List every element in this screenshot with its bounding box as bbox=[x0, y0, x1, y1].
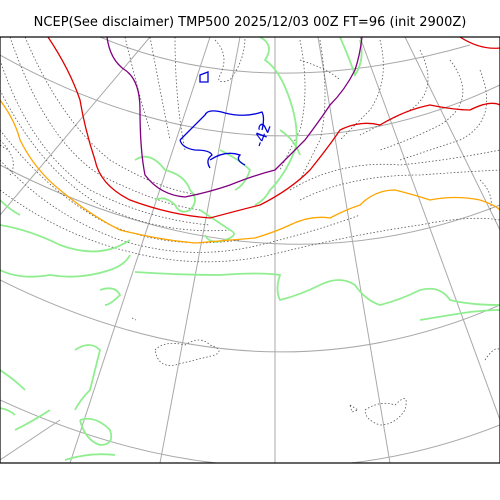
latitude-arc-1 bbox=[99, 37, 471, 74]
longitude-line-2 bbox=[69, 37, 211, 463]
map-area: -42 bbox=[0, 36, 500, 464]
coastline-east bbox=[419, 309, 500, 321]
contour-orange bbox=[0, 99, 500, 244]
longitude-line-5 bbox=[317, 37, 391, 463]
coastline-south-6 bbox=[0, 407, 16, 416]
coastline-south-1 bbox=[74, 344, 101, 411]
map-border bbox=[0, 36, 500, 464]
coastline-west-1 bbox=[0, 199, 21, 216]
latitude-arc-2 bbox=[0, 54, 500, 137]
coastline-central bbox=[134, 271, 500, 306]
coastline-south-2 bbox=[0, 369, 26, 391]
contour-red bbox=[47, 37, 500, 219]
map-title: NCEP(See disclaimer) TMP500 2025/12/03 0… bbox=[33, 15, 467, 30]
isotherms-dotted bbox=[0, 37, 500, 426]
longitude-line-1 bbox=[0, 37, 151, 216]
coastline-greenland-north bbox=[254, 37, 298, 206]
graticule bbox=[0, 37, 500, 463]
latitude-arc-3 bbox=[0, 164, 500, 245]
coastline-baffin bbox=[339, 37, 363, 78]
contour-label: -42 bbox=[250, 120, 275, 149]
coastline-interior bbox=[219, 149, 252, 191]
longitude-line-7 bbox=[404, 37, 500, 231]
coastline-south-3 bbox=[14, 409, 51, 431]
coastlines bbox=[0, 37, 500, 461]
longitude-line-3 bbox=[159, 37, 241, 463]
coastline-west-4 bbox=[99, 287, 122, 306]
latitude-arc-5 bbox=[0, 399, 500, 463]
longitude-line-6 bbox=[359, 37, 500, 421]
coastline-south-4 bbox=[79, 417, 113, 446]
coastline-interior-2 bbox=[279, 129, 301, 156]
coastline-west-3 bbox=[0, 254, 131, 278]
coastline-west-2 bbox=[0, 224, 131, 253]
coastline-hudson bbox=[199, 209, 235, 243]
contour-blue bbox=[179, 71, 265, 169]
coastline-south-5 bbox=[64, 453, 116, 461]
longitude-line-8 bbox=[0, 419, 61, 461]
coastline-greenland-south bbox=[134, 155, 196, 213]
latitude-arc-4 bbox=[0, 279, 500, 353]
contour-purple bbox=[106, 37, 363, 198]
